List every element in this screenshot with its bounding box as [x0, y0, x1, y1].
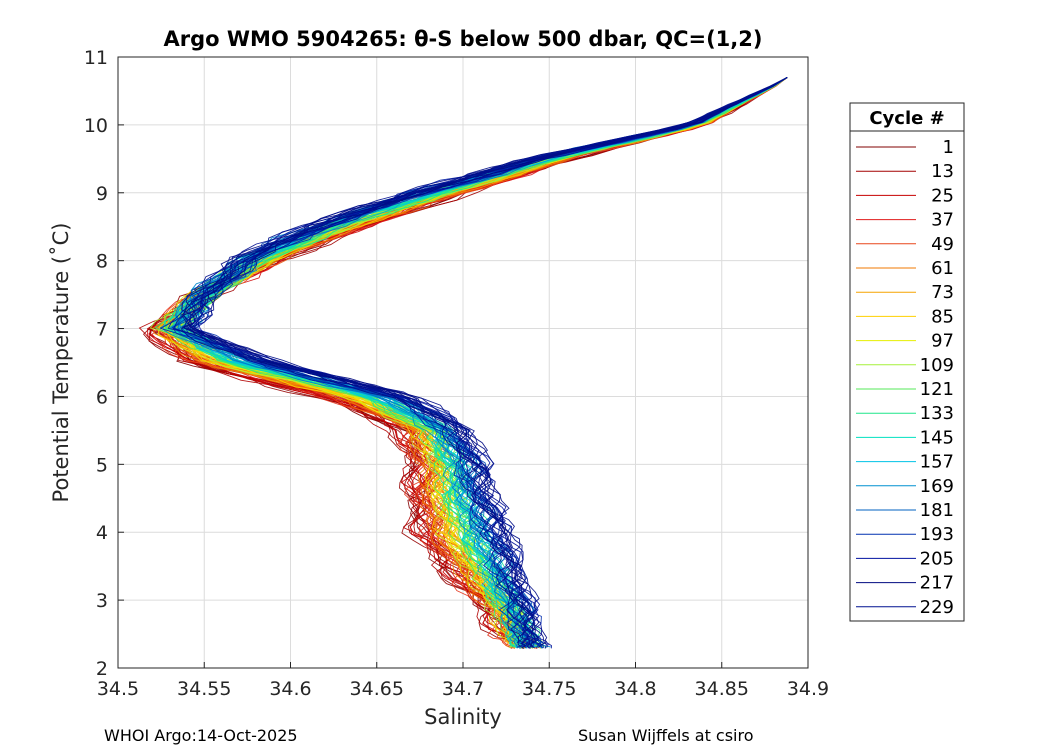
y-tick-label: 3	[96, 590, 108, 612]
legend-label: 145	[920, 427, 954, 448]
legend-label: 169	[920, 476, 954, 497]
legend-label: 157	[920, 452, 954, 473]
y-tick-label: 11	[84, 47, 108, 69]
x-tick-label: 34.6	[269, 678, 311, 700]
y-axis-label: Potential Temperature (˚C)	[49, 223, 73, 503]
x-tick-label: 34.55	[177, 678, 231, 700]
legend-title: Cycle #	[869, 108, 944, 129]
y-tick-label: 7	[96, 319, 108, 341]
footer-right-credit: Susan Wijffels at csiro	[578, 726, 754, 745]
legend-label: 85	[931, 306, 954, 327]
profile-lines	[138, 76, 788, 650]
legend-label: 109	[920, 355, 954, 376]
legend-label: 217	[920, 573, 954, 594]
legend-label: 37	[931, 210, 954, 231]
legend-label: 205	[920, 548, 954, 569]
legend-label: 133	[920, 403, 954, 424]
cycle-profile-line	[182, 77, 788, 649]
legend-label: 1	[943, 137, 954, 158]
y-tick-label: 8	[96, 251, 108, 273]
x-tick-label: 34.75	[522, 678, 576, 700]
x-tick-label: 34.9	[787, 678, 829, 700]
legend-label: 181	[920, 500, 954, 521]
legend-items: 1 13 25 37 49 61 73 85 97 109 121 133 145 157 169 181 19…	[856, 137, 954, 618]
legend-label: 61	[931, 258, 954, 279]
cycle-profile-line	[173, 76, 788, 649]
legend-label: 25	[931, 185, 954, 206]
x-tick-label: 34.8	[614, 678, 656, 700]
y-tick-label: 9	[96, 183, 108, 205]
x-tick-label: 34.85	[695, 678, 749, 700]
x-axis-ticks: 34.5 34.55 34.6 34.65 34.7 34.75 34.8 34.85 34.9	[97, 662, 829, 700]
cycle-profile-line	[159, 77, 788, 648]
y-tick-label: 10	[84, 115, 108, 137]
cycle-profile-line	[190, 77, 788, 649]
legend-label: 13	[931, 161, 954, 182]
cycle-profile-line	[181, 77, 788, 648]
legend-label: 193	[920, 524, 954, 545]
legend-label: 49	[931, 234, 954, 255]
chart-title: Argo WMO 5904265: θ-S below 500 dbar, QC…	[164, 27, 763, 51]
legend-label: 73	[931, 282, 954, 303]
footer-left-credit: WHOI Argo:14-Oct-2025	[104, 726, 298, 745]
x-tick-label: 34.5	[97, 678, 139, 700]
y-tick-label: 4	[96, 522, 108, 544]
x-tick-label: 34.65	[350, 678, 404, 700]
x-tick-label: 34.7	[442, 678, 484, 700]
y-tick-label: 2	[96, 658, 108, 680]
legend: Cycle # 1 13 25 37 49 61 73 85 97 109 121 133 145 157…	[849, 102, 965, 622]
legend-label: 121	[920, 379, 954, 400]
legend-label: 97	[931, 331, 954, 352]
y-tick-label: 6	[96, 386, 108, 408]
y-axis-ticks: 2 3 4 5 6 7 8 9 10 11	[84, 47, 124, 680]
y-tick-label: 5	[96, 454, 108, 476]
x-axis-label: Salinity	[424, 705, 502, 729]
legend-label: 229	[920, 597, 954, 618]
